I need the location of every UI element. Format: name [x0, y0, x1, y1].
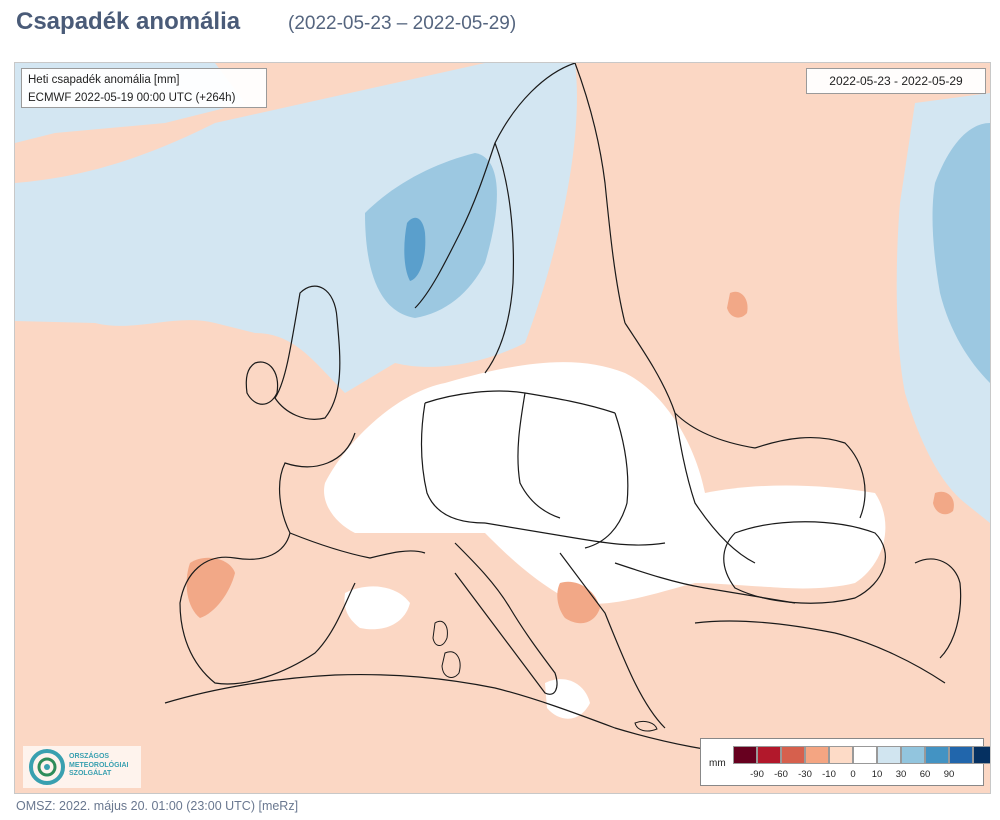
map-date-range: 2022-05-23 - 2022-05-29 — [806, 68, 986, 94]
legend-swatch — [757, 746, 781, 764]
legend-swatch — [973, 746, 990, 764]
map-info-line-1: Heti csapadék anomália [mm] — [28, 74, 180, 86]
logo-line-1: ORSZÁGOS — [69, 753, 110, 760]
legend-label: 60 — [919, 769, 931, 780]
logo-line-3: SZOLGÁLAT — [69, 770, 112, 777]
legend-unit: mm — [709, 758, 726, 769]
legend-label: -10 — [822, 769, 836, 780]
islands — [432, 620, 658, 732]
legend-label: 0 — [850, 769, 856, 780]
neutral-region-france-south — [344, 586, 410, 630]
legend-label: 90 — [943, 769, 955, 780]
legend-swatch — [877, 746, 901, 764]
color-legend: mm -90 -60 -30 -10 0 10 30 60 90 — [700, 738, 990, 786]
legend-swatch — [925, 746, 949, 764]
logo-line-2: METEOROLÓGIAI — [69, 761, 129, 769]
legend-swatch — [781, 746, 805, 764]
map-info-box: Heti csapadék anomália [mm] ECMWF 2022-0… — [21, 68, 267, 108]
legend-label: -90 — [750, 769, 764, 780]
map-info-line-2: ECMWF 2022-05-19 00:00 UTC (+264h) — [28, 92, 236, 104]
legend-label: -30 — [798, 769, 812, 780]
omsz-logo: ORSZÁGOS METEOROLÓGIAI SZOLGÁLAT — [23, 746, 141, 788]
dry-core-russia — [727, 291, 748, 318]
wet-core-russia-east — [932, 123, 990, 383]
legend-label: -60 — [774, 769, 788, 780]
omsz-logo-text: ORSZÁGOS METEOROLÓGIAI SZOLGÁLAT — [69, 753, 129, 779]
anomaly-map: Heti csapadék anomália [mm] ECMWF 2022-0… — [14, 62, 991, 794]
legend-label: 30 — [895, 769, 907, 780]
legend-label: 10 — [871, 769, 883, 780]
legend-swatch — [829, 746, 853, 764]
wet-core-west-norway — [404, 217, 426, 281]
legend-swatch — [805, 746, 829, 764]
country-borders — [164, 63, 962, 759]
legend-swatch — [949, 746, 973, 764]
dry-core-caucasus — [933, 491, 954, 515]
omsz-logo-icon — [29, 749, 65, 785]
page-title: Csapadék anomália — [16, 8, 241, 35]
legend-swatch — [733, 746, 757, 764]
legend-swatch — [901, 746, 925, 764]
neutral-region-ukraine-south — [705, 485, 886, 589]
footer-credit: OMSZ: 2022. május 20. 01:00 (23:00 UTC) … — [16, 799, 299, 813]
legend-swatch — [853, 746, 877, 764]
map-canvas — [15, 63, 990, 793]
dry-core-iberia — [186, 557, 235, 618]
page-subtitle: (2022-05-23 – 2022-05-29) — [288, 13, 517, 34]
wet-region-norway — [365, 153, 497, 318]
